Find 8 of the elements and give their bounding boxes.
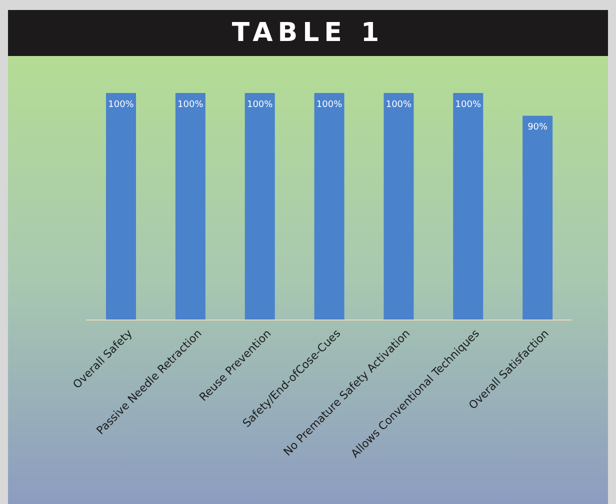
data-label: 100% <box>316 100 343 110</box>
data-label: 100% <box>386 100 412 110</box>
data-label: 100% <box>455 100 482 110</box>
data-label: 100% <box>108 100 134 110</box>
data-label: 100% <box>178 100 204 110</box>
data-label: 90% <box>528 122 548 133</box>
chart-title: TABLE 1 <box>8 10 608 56</box>
data-label: 100% <box>246 100 274 110</box>
